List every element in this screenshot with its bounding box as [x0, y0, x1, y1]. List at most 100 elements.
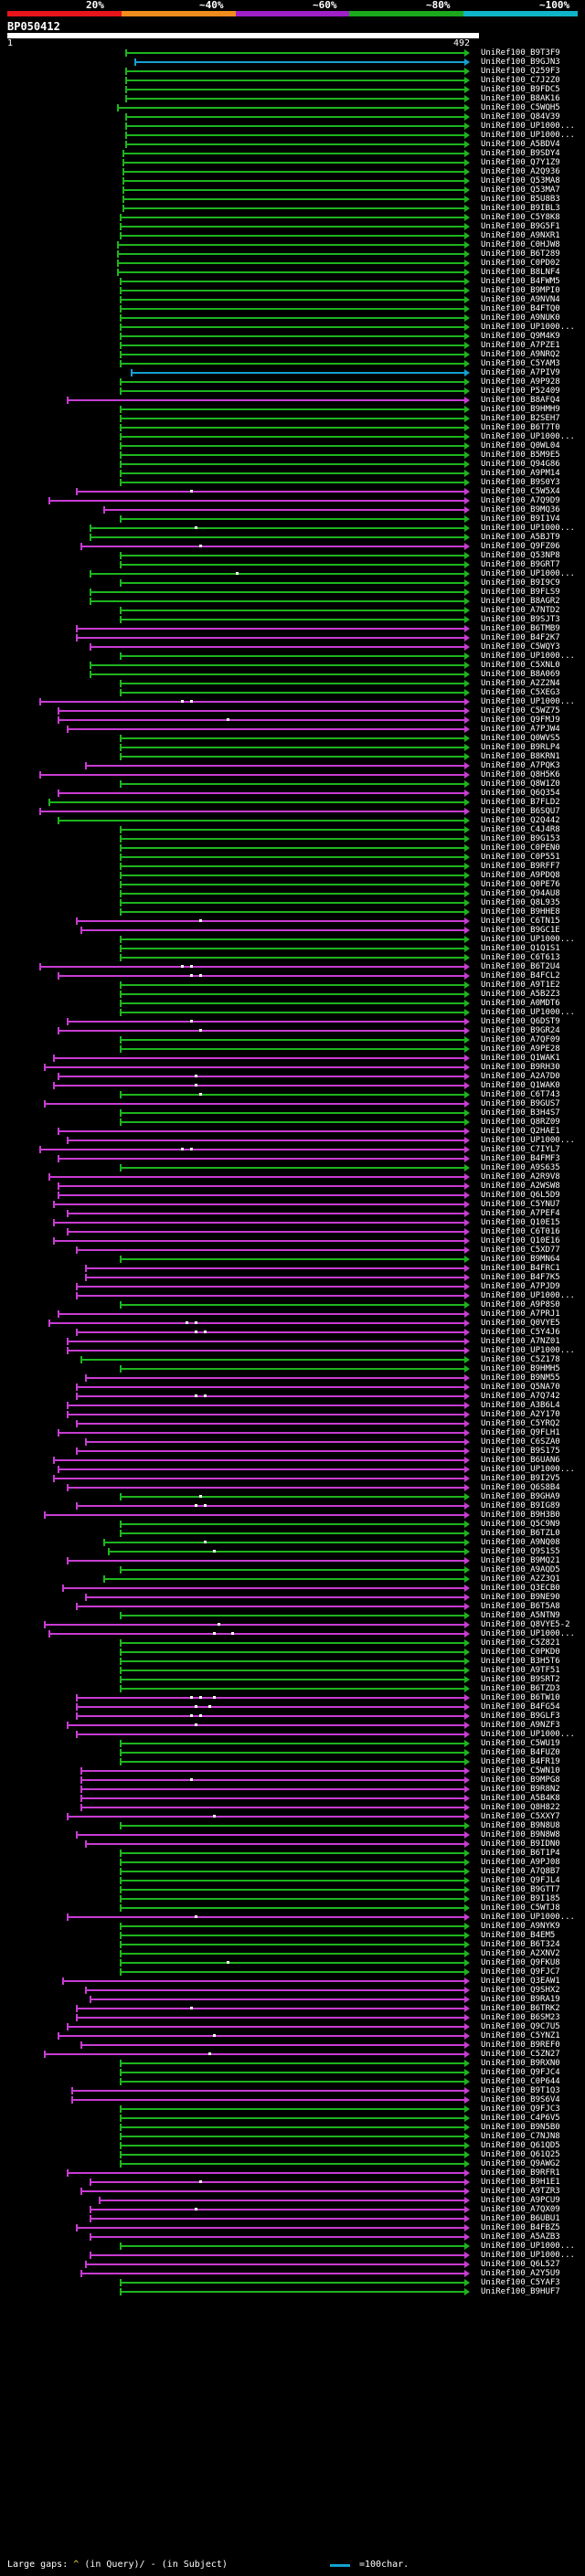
hit-label[interactable]: UniRef100_UP1000... [481, 1346, 575, 1355]
hit-row[interactable]: UniRef100_Q6L527 [0, 2260, 585, 2269]
hit-row[interactable]: UniRef100_C0PEN0 [0, 843, 585, 853]
hit-label[interactable]: UniRef100_B3H4S7 [481, 1108, 560, 1118]
hit-row[interactable]: UniRef100_C7NJN8 [0, 2132, 585, 2141]
hit-label[interactable]: UniRef100_Q6L527 [481, 2260, 560, 2269]
hit-label[interactable]: UniRef100_B9GUS7 [481, 1099, 560, 1108]
hit-label[interactable]: UniRef100_C5YAF3 [481, 2278, 560, 2287]
hit-label[interactable]: UniRef100_B9NM55 [481, 1373, 560, 1383]
hit-label[interactable]: UniRef100_B5M9E5 [481, 451, 560, 460]
hit-label[interactable]: UniRef100_B9MPG8 [481, 1776, 560, 1785]
hit-label[interactable]: UniRef100_B9GR24 [481, 1026, 560, 1035]
hit-row[interactable]: UniRef100_B2SEH7 [0, 414, 585, 423]
hit-row[interactable]: UniRef100_B6T289 [0, 249, 585, 259]
hit-label[interactable]: UniRef100_A9NVN4 [481, 295, 560, 304]
hit-label[interactable]: UniRef100_A9NRQ2 [481, 350, 560, 359]
hit-row[interactable]: UniRef100_A9NRQ2 [0, 350, 585, 359]
hit-label[interactable]: UniRef100_A7PEF4 [481, 1209, 560, 1218]
hit-label[interactable]: UniRef100_A9NYK9 [481, 1922, 560, 1931]
hit-row[interactable]: UniRef100_UP1000... [0, 1629, 585, 1638]
hit-row[interactable]: UniRef100_B9GR24 [0, 1026, 585, 1035]
hit-row[interactable]: UniRef100_C5WTJ8 [0, 1903, 585, 1913]
hit-row[interactable]: UniRef100_A7QX09 [0, 2205, 585, 2214]
hit-row[interactable]: UniRef100_B6TZL0 [0, 1529, 585, 1538]
hit-row[interactable]: UniRef100_Q9AWG2 [0, 2159, 585, 2168]
hit-label[interactable]: UniRef100_UP1000... [481, 697, 575, 706]
hit-label[interactable]: UniRef100_Q10E15 [481, 1218, 560, 1227]
hit-row[interactable]: UniRef100_B9GRT7 [0, 560, 585, 569]
hit-label[interactable]: UniRef100_UP1000... [481, 1291, 575, 1300]
hit-row[interactable]: UniRef100_B9MQ36 [0, 505, 585, 514]
hit-row[interactable]: UniRef100_B9S175 [0, 1447, 585, 1456]
hit-label[interactable]: UniRef100_Q9C7U5 [481, 2022, 560, 2031]
hit-label[interactable]: UniRef100_B9NE90 [481, 1593, 560, 1602]
hit-label[interactable]: UniRef100_Q2HAE1 [481, 1127, 560, 1136]
hit-row[interactable]: UniRef100_Q0PE76 [0, 880, 585, 889]
hit-label[interactable]: UniRef100_Q9FJC3 [481, 2104, 560, 2114]
hit-row[interactable]: UniRef100_Q9FMJ9 [0, 716, 585, 725]
hit-label[interactable]: UniRef100_UP1000... [481, 1136, 575, 1145]
hit-row[interactable]: UniRef100_Q61QD5 [0, 2141, 585, 2150]
hit-row[interactable]: UniRef100_B9G153 [0, 834, 585, 843]
hit-row[interactable]: UniRef100_A2Y170 [0, 1410, 585, 1419]
hit-row[interactable]: UniRef100_C5XEG3 [0, 688, 585, 697]
hit-row[interactable]: UniRef100_A5B2Z3 [0, 990, 585, 999]
hit-label[interactable]: UniRef100_C0PKD0 [481, 1648, 560, 1657]
hit-row[interactable]: UniRef100_C5Y4J6 [0, 1328, 585, 1337]
hit-label[interactable]: UniRef100_Q3ECB0 [481, 1584, 560, 1593]
hit-row[interactable]: UniRef100_B8A069 [0, 670, 585, 679]
hit-row[interactable]: UniRef100_B9RFR1 [0, 2168, 585, 2178]
hit-row[interactable]: UniRef100_B9IG89 [0, 1501, 585, 1511]
hit-label[interactable]: UniRef100_C5YNU7 [481, 1200, 560, 1209]
hit-label[interactable]: UniRef100_A2Q936 [481, 167, 560, 176]
hit-label[interactable]: UniRef100_C6TN15 [481, 917, 560, 926]
hit-label[interactable]: UniRef100_B9I185 [481, 1894, 560, 1903]
hit-row[interactable]: UniRef100_C5WN10 [0, 1766, 585, 1776]
hit-label[interactable]: UniRef100_A7NZ01 [481, 1337, 560, 1346]
hit-row[interactable]: UniRef100_C5Z821 [0, 1638, 585, 1648]
hit-label[interactable]: UniRef100_B9MQ21 [481, 1556, 560, 1565]
hit-label[interactable]: UniRef100_B6T324 [481, 1940, 560, 1949]
hit-row[interactable]: UniRef100_B9I185 [0, 1894, 585, 1903]
hit-label[interactable]: UniRef100_Q0WL04 [481, 441, 560, 451]
hit-label[interactable]: UniRef100_A7Q9D9 [481, 496, 560, 505]
hit-label[interactable]: UniRef100_A5BDV4 [481, 140, 560, 149]
hit-label[interactable]: UniRef100_Q9FJC7 [481, 1967, 560, 1977]
hit-label[interactable]: UniRef100_B9G153 [481, 834, 560, 843]
hit-label[interactable]: UniRef100_Q8H822 [481, 1803, 560, 1812]
hit-row[interactable]: UniRef100_A7PEF4 [0, 1209, 585, 1218]
hit-row[interactable]: UniRef100_UP1000... [0, 2251, 585, 2260]
hit-label[interactable]: UniRef100_B4FTQ0 [481, 304, 560, 313]
hit-row[interactable]: UniRef100_A9NXR1 [0, 231, 585, 240]
hit-row[interactable]: UniRef100_A9NYK9 [0, 1922, 585, 1931]
hit-label[interactable]: UniRef100_C5YAM3 [481, 359, 560, 368]
hit-row[interactable]: UniRef100_A7NTD2 [0, 606, 585, 615]
hit-label[interactable]: UniRef100_Q1Q1S1 [481, 944, 560, 953]
hit-row[interactable]: UniRef100_C5YAM3 [0, 359, 585, 368]
hit-label[interactable]: UniRef100_B6T2U4 [481, 962, 560, 971]
hit-label[interactable]: UniRef100_B9SJT3 [481, 615, 560, 624]
hit-row[interactable]: UniRef100_Q9FJC4 [0, 2068, 585, 2077]
hit-row[interactable]: UniRef100_C5XD77 [0, 1246, 585, 1255]
hit-row[interactable]: UniRef100_B9GUS7 [0, 1099, 585, 1108]
hit-row[interactable]: UniRef100_C5Y8K8 [0, 213, 585, 222]
hit-label[interactable]: UniRef100_C5W5X4 [481, 487, 560, 496]
hit-label[interactable]: UniRef100_UP1000... [481, 1730, 575, 1739]
hit-row[interactable]: UniRef100_C5WZ75 [0, 706, 585, 716]
hit-row[interactable]: UniRef100_A9NUK0 [0, 313, 585, 323]
hit-row[interactable]: UniRef100_A9PJ08 [0, 1858, 585, 1867]
hit-row[interactable]: UniRef100_B9GC1E [0, 926, 585, 935]
hit-label[interactable]: UniRef100_B9R8N2 [481, 1785, 560, 1794]
hit-label[interactable]: UniRef100_C5XNL0 [481, 661, 560, 670]
hit-label[interactable]: UniRef100_Q6L5D9 [481, 1191, 560, 1200]
hit-label[interactable]: UniRef100_Q84V39 [481, 112, 560, 122]
hit-row[interactable]: UniRef100_UP1000... [0, 697, 585, 706]
hit-row[interactable]: UniRef100_Q8L935 [0, 898, 585, 907]
hit-label[interactable]: UniRef100_Q7Y1Z9 [481, 158, 560, 167]
hit-row[interactable]: UniRef100_C6T613 [0, 953, 585, 962]
hit-row[interactable]: UniRef100_A7PRJ1 [0, 1309, 585, 1319]
hit-row[interactable]: UniRef100_B8AFQ4 [0, 396, 585, 405]
hit-label[interactable]: UniRef100_C5Y4J6 [481, 1328, 560, 1337]
hit-label[interactable]: UniRef100_A9P8S0 [481, 1300, 560, 1309]
hit-label[interactable]: UniRef100_C4J4R8 [481, 825, 560, 834]
hit-row[interactable]: UniRef100_UP1000... [0, 122, 585, 131]
